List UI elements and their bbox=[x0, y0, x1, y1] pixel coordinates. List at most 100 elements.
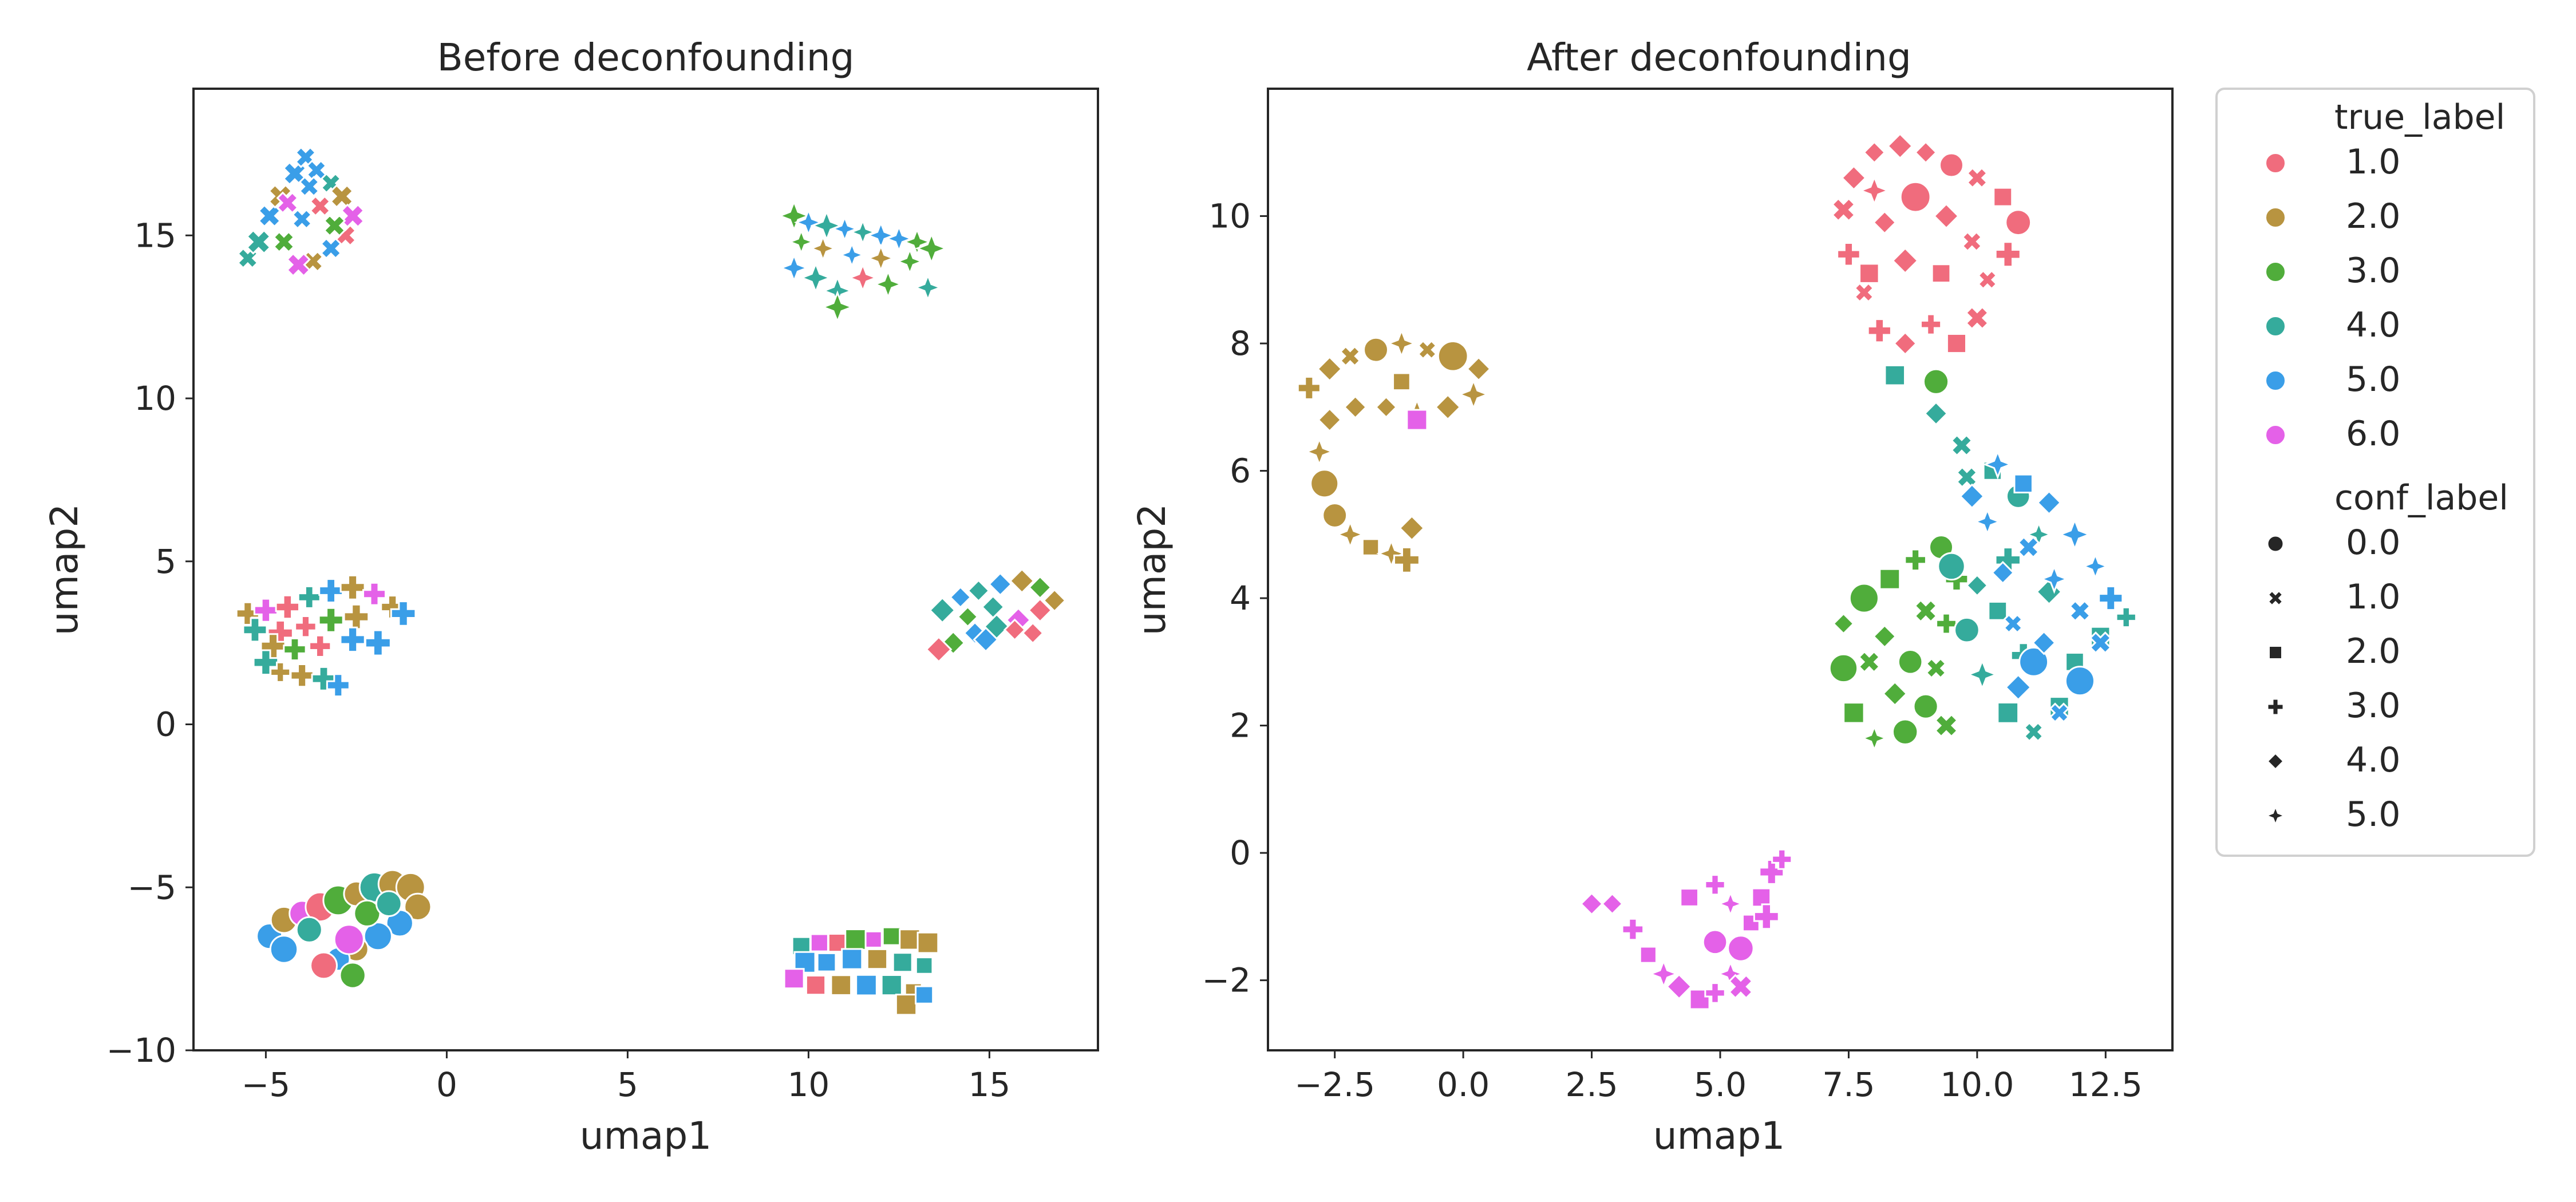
point-p0-c0-17 bbox=[323, 214, 346, 238]
point-p1-c3-9 bbox=[2023, 721, 2044, 742]
point-p0-c2-15 bbox=[283, 637, 307, 662]
point-p0-c0-2-shape bbox=[258, 204, 282, 228]
point-p0-c2-6 bbox=[362, 582, 386, 606]
point-p1-c2-1 bbox=[1848, 583, 1879, 614]
point-p0-c2-2 bbox=[275, 594, 301, 620]
point-p1-c0-11-shape bbox=[1965, 306, 1990, 330]
point-p1-c2-7 bbox=[1925, 657, 1947, 679]
point-p1-c3-8 bbox=[1997, 701, 2020, 724]
x-tick-label-1-3: 5.0 bbox=[1694, 1065, 1747, 1104]
point-p1-c5-19 bbox=[1753, 903, 1780, 930]
point-p1-c5-17 bbox=[1702, 929, 1728, 955]
point-p0-c1-12 bbox=[866, 243, 896, 273]
point-p1-c2-6 bbox=[1935, 612, 1957, 635]
point-p0-c5-13 bbox=[915, 956, 934, 975]
legend-hue-marker-2 bbox=[2265, 262, 2286, 282]
point-p1-c2-14 bbox=[1897, 649, 1923, 675]
point-p0-c4-20 bbox=[333, 924, 365, 955]
point-p1-c1-15 bbox=[1310, 469, 1340, 499]
point-p0-c2-9 bbox=[242, 617, 268, 643]
point-p0-c5-10 bbox=[841, 948, 863, 970]
left-y-axis-label: umap2 bbox=[42, 504, 86, 635]
x-tick-label-0-1: 0 bbox=[436, 1065, 457, 1104]
point-p0-c0-14 bbox=[272, 231, 295, 254]
point-p0-c5-9 bbox=[816, 952, 837, 972]
point-p0-c5-20 bbox=[895, 994, 918, 1016]
legend: true_label 1.0 2.0 3.0 4.0 5.0 6.0 conf_label… bbox=[2215, 88, 2535, 857]
point-p1-c0-21 bbox=[1961, 231, 1983, 252]
point-p1-c1-5-shape bbox=[1417, 339, 1437, 360]
point-p1-c2-10 bbox=[1860, 724, 1888, 753]
point-p1-c1-16 bbox=[1322, 503, 1348, 528]
point-p1-c0-3 bbox=[1886, 132, 1914, 160]
legend-hue-label-1: 2.0 bbox=[2346, 196, 2400, 236]
point-p1-c0-8 bbox=[2005, 209, 2032, 236]
point-p1-c4-0 bbox=[1982, 449, 2013, 480]
right-y-ticks: −2 0 2 4 6 8 10 bbox=[1202, 197, 1268, 1000]
point-p1-c5-16 bbox=[1680, 888, 1699, 907]
point-p1-c0-9 bbox=[1994, 241, 2021, 268]
legend-hue-marker-1 bbox=[2265, 207, 2286, 228]
legend-style-label-0: 0.0 bbox=[2346, 523, 2400, 563]
point-p1-c2-17 bbox=[1858, 650, 1881, 674]
point-p1-c0-6 bbox=[1966, 167, 1989, 189]
point-p0-c2-11 bbox=[294, 615, 317, 638]
point-p1-c0-7 bbox=[1993, 187, 2013, 207]
point-p1-c1-0 bbox=[1297, 375, 1321, 400]
point-p0-c5-6 bbox=[899, 928, 921, 951]
point-p1-c0-2 bbox=[1863, 141, 1886, 164]
point-p1-c1-7 bbox=[1466, 356, 1492, 382]
point-p0-c0-14-shape bbox=[272, 231, 295, 254]
point-p1-c3-18-shape bbox=[1950, 434, 1973, 457]
point-p1-c1-9 bbox=[1434, 394, 1461, 421]
point-p1-c1-2 bbox=[1339, 345, 1361, 367]
point-p0-c0-13 bbox=[286, 252, 311, 278]
legend-hue-marker-3 bbox=[2265, 316, 2286, 337]
legend-style-entries: 0.0 1.0 2.0 3.0 4.0 5.0 bbox=[2263, 523, 2400, 835]
point-p0-c0-19 bbox=[298, 176, 320, 197]
point-p1-c0-24 bbox=[1858, 175, 1890, 207]
point-p0-c1-13 bbox=[895, 247, 924, 276]
point-p1-c1-2-shape bbox=[1339, 345, 1361, 367]
point-p1-c4-8-shape bbox=[2049, 702, 2070, 723]
y-tick-label-1-1: 0 bbox=[1230, 833, 1251, 872]
x-tick-label-1-5: 10.0 bbox=[1940, 1065, 2014, 1104]
point-p1-c1-21 bbox=[1398, 515, 1425, 541]
point-p0-c4-17 bbox=[295, 916, 323, 943]
point-p1-c5-1 bbox=[1601, 892, 1624, 915]
point-p1-c3-3 bbox=[2025, 520, 2053, 548]
point-p1-c4-10 bbox=[2003, 613, 2024, 634]
point-p0-c5-16 bbox=[830, 974, 852, 996]
point-p0-c1-19 bbox=[913, 272, 943, 302]
point-p1-c4-13 bbox=[2039, 564, 2069, 594]
point-p0-c5-15 bbox=[805, 974, 827, 996]
point-p0-c4-9 bbox=[404, 892, 432, 922]
point-p1-c4-15 bbox=[2068, 599, 2091, 622]
y-tick-label-0-2: 0 bbox=[155, 705, 176, 744]
y-tick-label-0-5: 15 bbox=[134, 216, 176, 255]
x-tick-label-0-4: 15 bbox=[968, 1065, 1010, 1104]
legend-hue-marker-4 bbox=[2265, 370, 2286, 391]
legend-hue-title: true_label bbox=[2334, 97, 2505, 137]
x-tick-label-1-2: 2.5 bbox=[1565, 1065, 1618, 1104]
point-p0-c1-10 bbox=[809, 234, 837, 263]
y-tick-label-1-6: 10 bbox=[1208, 197, 1251, 236]
point-p1-c4-12 bbox=[1973, 507, 2002, 536]
point-p1-c4-15-shape bbox=[2068, 599, 2091, 622]
point-p0-c0-15 bbox=[291, 208, 313, 230]
point-p1-c2-0 bbox=[1832, 612, 1855, 635]
left-x-ticks: −5 0 5 10 15 bbox=[242, 1050, 1010, 1104]
y-tick-label-0-1: −5 bbox=[128, 868, 177, 907]
point-p0-c0-13-shape bbox=[286, 252, 311, 278]
point-p1-c1-12 bbox=[1343, 395, 1368, 420]
point-p1-c2-9 bbox=[1891, 718, 1919, 745]
point-p0-c1-6 bbox=[884, 224, 914, 254]
legend-style-label-3: 3.0 bbox=[2346, 686, 2400, 726]
right-x-axis-label: umap1 bbox=[1653, 1114, 1785, 1158]
point-p0-c0-18-shape bbox=[276, 191, 299, 215]
point-p1-c1-22 bbox=[1392, 372, 1411, 392]
point-p1-c4-5 bbox=[2098, 586, 2124, 611]
point-p0-c5-7 bbox=[916, 931, 939, 954]
point-p0-c0-4-shape bbox=[282, 161, 307, 186]
point-p0-c2-13 bbox=[343, 603, 370, 630]
